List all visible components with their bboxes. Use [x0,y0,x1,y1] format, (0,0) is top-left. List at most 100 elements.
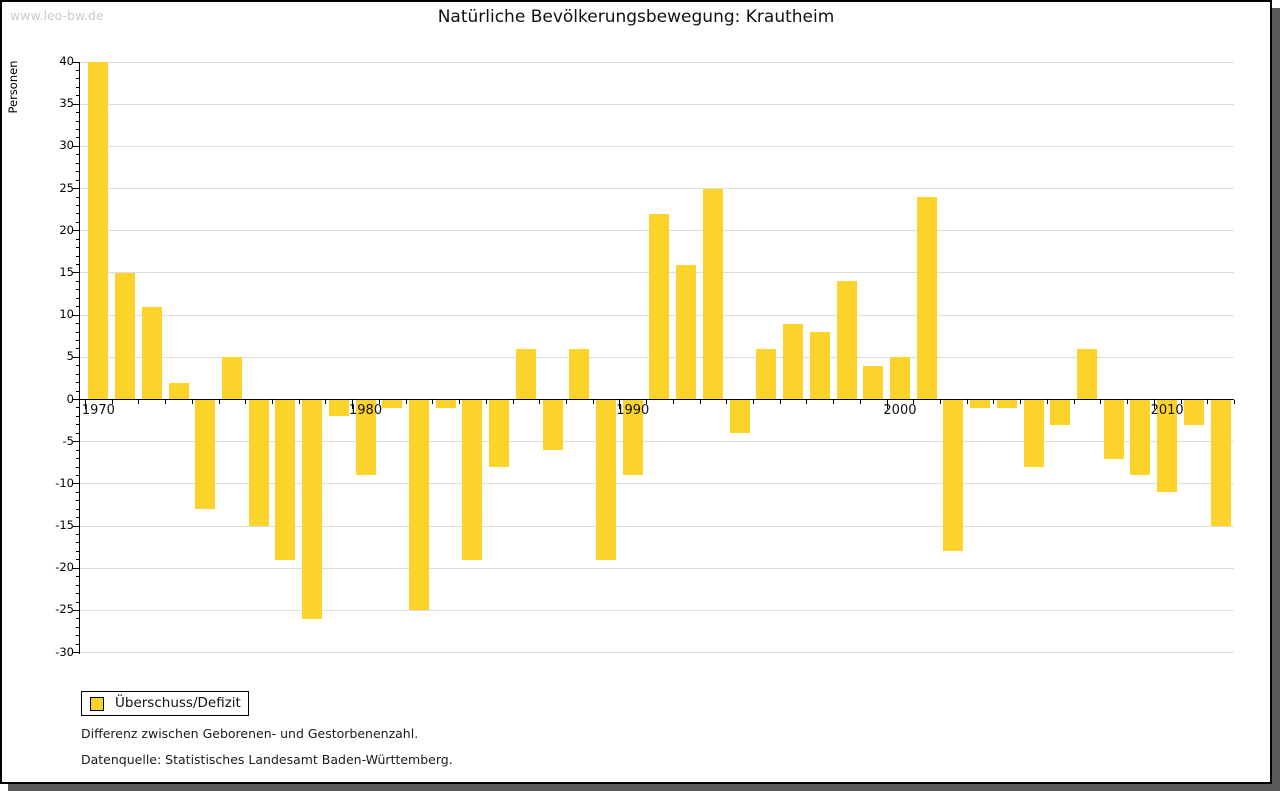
y-tick-label: -10 [55,475,74,490]
y-tick [76,95,80,97]
y-tick [76,171,80,173]
y-tick-label: -30 [55,644,74,659]
y-tick-label: 5 [66,349,74,364]
y-tick [76,196,80,198]
bar-1991 [649,213,670,400]
bar-2009 [1130,399,1151,476]
x-tick-label: 2000 [883,402,917,418]
bar-1990 [622,399,643,476]
bar-1992 [676,264,697,400]
y-tick [73,609,80,611]
y-tick [76,474,80,476]
bar-1981 [382,399,403,408]
y-tick [76,424,80,426]
bar-1985 [489,399,510,467]
legend-label: Überschuss/Defizit [115,695,241,711]
bar-1993 [702,188,723,400]
bar-1998 [836,281,857,400]
y-tick [73,567,80,569]
y-tick [76,247,80,249]
y-tick [76,449,80,451]
gridline [80,188,1234,190]
y-tick [76,306,80,308]
gridline [80,103,1234,105]
gridline [80,567,1234,569]
y-tick-label: -20 [55,560,74,575]
y-tick [76,179,80,181]
x-tick [859,399,861,404]
y-tick [76,280,80,282]
x-tick [512,399,514,404]
gridline [80,652,1234,654]
x-tick [1127,399,1129,404]
chart-title: Natürliche Bevölkerungsbewegung: Krauthe… [437,7,835,27]
bar-1986 [515,348,536,400]
bar-2005 [1023,399,1044,467]
y-tick-label: 10 [59,307,74,322]
x-tick [1180,399,1182,404]
y-tick [76,137,80,139]
legend-swatch-icon [90,697,104,711]
y-tick [76,373,80,375]
x-tick [806,399,808,404]
x-tick [191,399,193,404]
y-tick [76,297,80,299]
x-tick [886,399,888,409]
bar-1997 [809,332,830,400]
bar-2007 [1077,348,1097,400]
x-tick [218,399,220,404]
bar-1972 [141,306,162,400]
gridline [80,483,1234,485]
bar-1987 [542,399,563,451]
y-tick [76,550,80,552]
y-tick [76,129,80,130]
y-tick [76,432,80,434]
y-tick [76,458,80,460]
y-tick [76,120,80,122]
y-tick [76,534,80,535]
x-tick [1073,399,1075,404]
y-tick-label: 20 [59,222,74,237]
bar-1979 [328,399,349,417]
y-tick [76,348,80,350]
bar-2000 [889,357,910,400]
y-tick [76,643,80,645]
y-tick [76,339,80,341]
y-tick-label: 25 [59,180,74,195]
watermark-url: www.leo-bw.de [10,8,104,23]
y-tick [76,390,80,392]
bar-2001 [916,197,937,400]
y-tick [76,500,80,502]
x-tick [378,399,380,404]
y-tick [76,618,80,620]
bar-1999 [863,365,884,400]
bar-1976 [248,399,269,527]
gridline [80,609,1234,611]
y-tick [73,272,80,274]
x-tick [966,399,968,404]
x-tick-label: 1990 [616,402,650,418]
x-tick [165,399,167,404]
bar-2011 [1183,399,1204,425]
x-tick [459,399,461,404]
x-tick [699,399,701,404]
bar-2008 [1103,399,1124,459]
x-tick [913,399,915,404]
y-tick [73,103,80,105]
bar-1970 [88,62,109,400]
bar-2002 [943,399,964,552]
bar-2004 [996,399,1017,408]
bar-1984 [462,399,483,560]
x-tick [1100,399,1102,404]
y-tick-label: 15 [59,264,74,279]
chart-area: -30 -25 -20 -15 -10 -5 0 5 10 15 20 25 30 35 40 1970 198… [2,2,1270,782]
x-tick [726,399,728,404]
y-tick [76,491,80,493]
y-tick [76,255,80,257]
x-tick [1046,399,1048,404]
bar-1978 [302,399,323,619]
bar-1975 [221,357,242,400]
y-tick [73,441,80,443]
x-tick [1153,399,1155,409]
